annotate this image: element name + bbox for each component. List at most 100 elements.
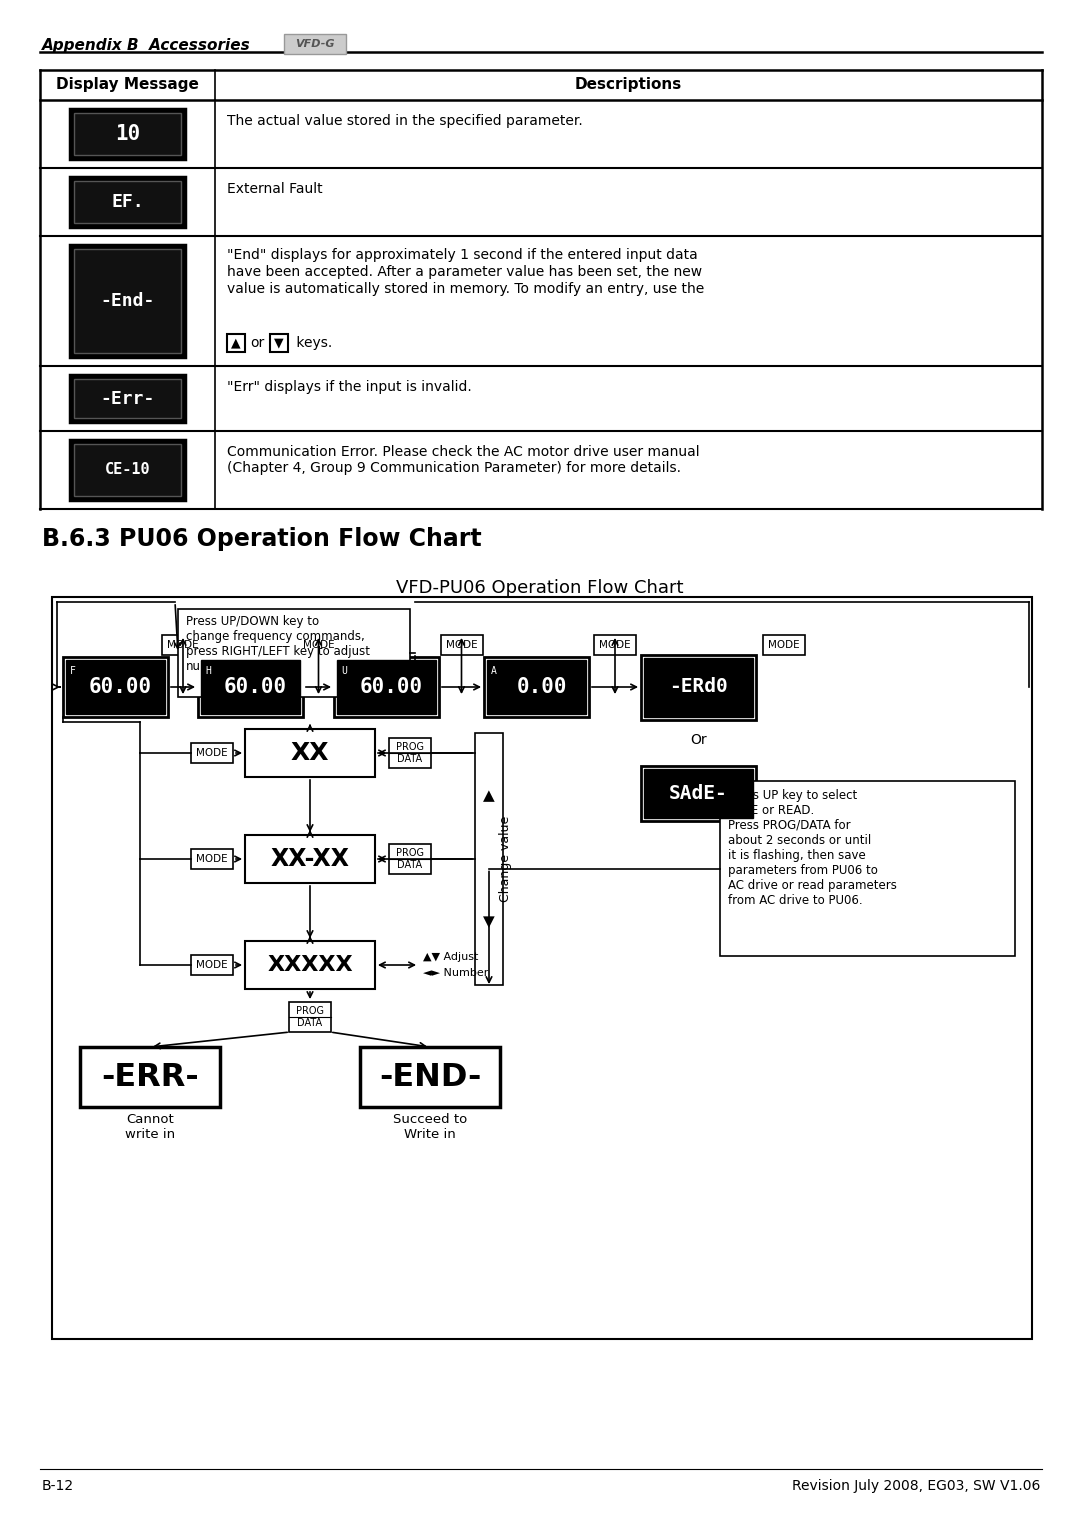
Text: B.6.3 PU06 Operation Flow Chart: B.6.3 PU06 Operation Flow Chart [42, 528, 482, 551]
Text: MODE: MODE [446, 640, 477, 650]
Text: ▲▼ Adjust: ▲▼ Adjust [423, 953, 478, 962]
Bar [75, 379, 181, 417]
Bar [475, 733, 503, 985]
Bar [245, 940, 375, 989]
Bar [75, 181, 181, 222]
Text: -ERR-: -ERR- [102, 1062, 199, 1092]
Bar [389, 844, 431, 874]
Bar [52, 597, 1032, 1339]
Bar [642, 765, 756, 821]
Text: EF.: EF. [111, 193, 144, 212]
Text: 60.00: 60.00 [89, 676, 152, 696]
Bar [297, 635, 339, 655]
Text: MODE: MODE [768, 640, 800, 650]
Text: 10: 10 [114, 124, 140, 144]
Text: MODE: MODE [167, 640, 199, 650]
Text: or: or [249, 336, 265, 350]
Text: Revision July 2008, EG03, SW V1.06: Revision July 2008, EG03, SW V1.06 [792, 1479, 1040, 1493]
Text: 60.00: 60.00 [360, 676, 423, 696]
Bar [720, 781, 1015, 956]
Bar [334, 657, 438, 716]
Text: ◄► Number: ◄► Number [423, 968, 488, 979]
Text: The actual value stored in the specified parameter.: The actual value stored in the specified… [227, 114, 583, 127]
Bar [70, 176, 185, 227]
Text: B-12: B-12 [42, 1479, 75, 1493]
Text: -ERd0: -ERd0 [670, 678, 728, 696]
Text: "End" displays for approximately 1 second if the entered input data: "End" displays for approximately 1 secon… [227, 249, 698, 262]
Text: PROG: PROG [296, 1006, 324, 1016]
Text: XX-XX: XX-XX [270, 847, 350, 871]
Text: MODE: MODE [599, 640, 631, 650]
Bar [245, 729, 375, 778]
Bar [63, 657, 168, 716]
Bar [70, 245, 185, 357]
Text: 0.00: 0.00 [516, 676, 567, 696]
Bar [75, 114, 181, 155]
Bar [270, 334, 288, 351]
Bar [75, 443, 181, 495]
Text: have been accepted. After a parameter value has been set, the new: have been accepted. After a parameter va… [227, 265, 702, 279]
Text: PROG: PROG [396, 742, 424, 752]
Bar [80, 1048, 220, 1108]
Bar [178, 609, 410, 696]
Text: A: A [491, 666, 497, 676]
Bar [289, 1002, 330, 1032]
Text: DATA: DATA [297, 1019, 323, 1028]
Bar [227, 334, 245, 351]
Text: MODE: MODE [302, 640, 335, 650]
Text: External Fault: External Fault [227, 183, 323, 196]
Bar [191, 742, 233, 762]
Bar [191, 956, 233, 976]
Bar [389, 738, 431, 769]
Bar [644, 769, 753, 818]
Bar [441, 635, 483, 655]
Text: VFD-PU06 Operation Flow Chart: VFD-PU06 Operation Flow Chart [396, 578, 684, 597]
Text: DATA: DATA [397, 861, 422, 870]
Text: value is automatically stored in memory. To modify an entry, use the: value is automatically stored in memory.… [227, 282, 704, 296]
Bar [70, 109, 185, 160]
Bar [762, 635, 805, 655]
Bar [245, 834, 375, 884]
Text: MODE: MODE [197, 960, 228, 969]
Text: Communication Error. Please check the AC motor drive user manual
(Chapter 4, Gro: Communication Error. Please check the AC… [227, 445, 700, 476]
Text: U: U [341, 666, 347, 676]
Bar [198, 657, 303, 716]
Bar [66, 660, 165, 713]
Text: XXXXX: XXXXX [267, 956, 353, 976]
Text: Change value: Change value [499, 816, 512, 902]
Bar [191, 848, 233, 868]
Text: F: F [70, 666, 76, 676]
Bar [594, 635, 636, 655]
Bar [75, 249, 181, 353]
Text: SAdE-: SAdE- [670, 784, 728, 802]
Text: ▲: ▲ [483, 788, 495, 804]
Text: VFD-G: VFD-G [295, 38, 335, 49]
Text: -Err-: -Err- [100, 390, 154, 408]
Bar [201, 660, 300, 713]
Text: -END-: -END- [379, 1062, 482, 1092]
Text: Cannot
write in: Cannot write in [125, 1114, 175, 1141]
Bar [642, 655, 756, 719]
Bar [644, 658, 753, 716]
Text: XX: XX [291, 741, 329, 765]
Text: ▼: ▼ [274, 336, 284, 350]
Text: Press UP/DOWN key to
change frequency commands,
press RIGHT/LEFT key to adjust
n: Press UP/DOWN key to change frequency co… [186, 615, 370, 673]
Bar [70, 374, 185, 422]
Text: Press UP key to select
SAVE or READ.
Press PROG/DATA for
about 2 seconds or unti: Press UP key to select SAVE or READ. Pre… [728, 788, 896, 907]
Text: ▲: ▲ [231, 336, 241, 350]
Text: 60.00: 60.00 [224, 676, 287, 696]
Text: DATA: DATA [397, 755, 422, 764]
Text: Descriptions: Descriptions [575, 78, 683, 92]
Text: ▼: ▼ [483, 914, 495, 930]
Text: Display Message: Display Message [56, 78, 199, 92]
Text: Appendix B  Accessories: Appendix B Accessories [42, 38, 251, 54]
Bar [284, 34, 346, 54]
Bar [70, 440, 185, 500]
Text: MODE: MODE [197, 854, 228, 864]
Bar [360, 1048, 500, 1108]
Text: MODE: MODE [197, 749, 228, 758]
Bar [487, 660, 586, 713]
Bar [337, 660, 436, 713]
Text: Or: Or [690, 733, 706, 747]
Text: -End-: -End- [100, 291, 154, 310]
